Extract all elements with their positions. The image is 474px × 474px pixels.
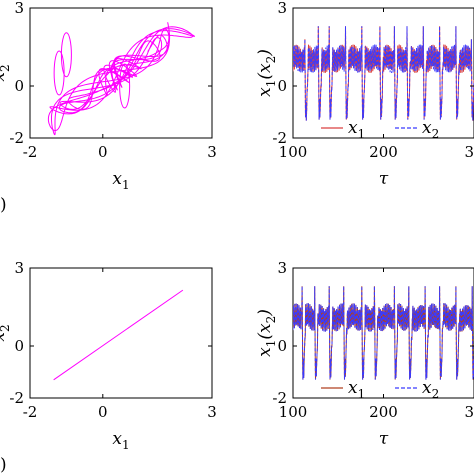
phase-portrait-top: -2 0 3 3 0 -2 x1 x2 — [0, 0, 217, 192]
panel-letter-bottom: ) — [0, 455, 7, 474]
x-tick-label: 100 — [279, 143, 308, 161]
phase-portrait-bottom: -2 0 3 3 0 -2 x1 x2 — [0, 259, 217, 452]
sync-diagonal-line — [53, 289, 184, 381]
phase-loop — [60, 32, 72, 78]
x-tick-label: 200 — [369, 143, 398, 161]
y-tick-label: 3 — [14, 0, 24, 17]
series-x2-line — [293, 286, 474, 380]
x-tick-label: 30 — [464, 143, 474, 161]
legend-x2-label: x2 — [422, 378, 439, 401]
phase-trajectory-path — [47, 22, 195, 136]
series-x1-line — [293, 286, 474, 380]
phase-loop — [53, 50, 65, 96]
y-axis-label: x2 — [0, 64, 12, 81]
y-axis-label: x1(x2) — [255, 309, 278, 357]
y-tick-label: 0 — [14, 337, 24, 355]
panel-letter-top: ) — [0, 195, 7, 215]
y-tick-label: 3 — [277, 259, 287, 277]
legend-x2-label: x2 — [422, 118, 439, 141]
axes-frame — [292, 267, 474, 399]
y-tick-label: 0 — [277, 337, 287, 355]
y-tick-label: 3 — [277, 0, 287, 17]
y-tick-label: -2 — [9, 129, 24, 147]
legend-x1-label: x1 — [348, 378, 365, 401]
x-tick-label: 0 — [98, 403, 108, 421]
y-tick-label: -2 — [272, 389, 287, 407]
x-axis-label: τ — [379, 169, 389, 189]
x-tick-label: 200 — [369, 403, 398, 421]
y-tick-label: 0 — [277, 77, 287, 95]
axes-frame — [292, 7, 474, 139]
x-tick-label: -2 — [23, 403, 38, 421]
phase-loop — [119, 63, 131, 109]
y-axis-label: x2 — [0, 324, 12, 341]
x-tick-label: 30 — [464, 403, 474, 421]
x-tick-label: 100 — [279, 403, 308, 421]
legend-x1-label: x1 — [348, 118, 365, 141]
series-x2-line — [293, 26, 474, 121]
x-tick-label: -2 — [23, 143, 38, 161]
axes-frame — [29, 267, 213, 399]
x-tick-label: 3 — [207, 403, 217, 421]
x-tick-label: 3 — [207, 143, 217, 161]
x-tick-label: 0 — [98, 143, 108, 161]
x-axis-label: x1 — [112, 169, 129, 192]
axes-frame — [29, 7, 213, 139]
phase-trajectory — [47, 22, 195, 136]
y-tick-label: -2 — [272, 129, 287, 147]
y-tick-label: 0 — [14, 77, 24, 95]
y-tick-label: -2 — [9, 389, 24, 407]
y-tick-label: 3 — [14, 259, 24, 277]
x-axis-label: τ — [379, 429, 389, 449]
y-axis-label: x1(x2) — [255, 49, 278, 97]
x-axis-label: x1 — [112, 429, 129, 452]
